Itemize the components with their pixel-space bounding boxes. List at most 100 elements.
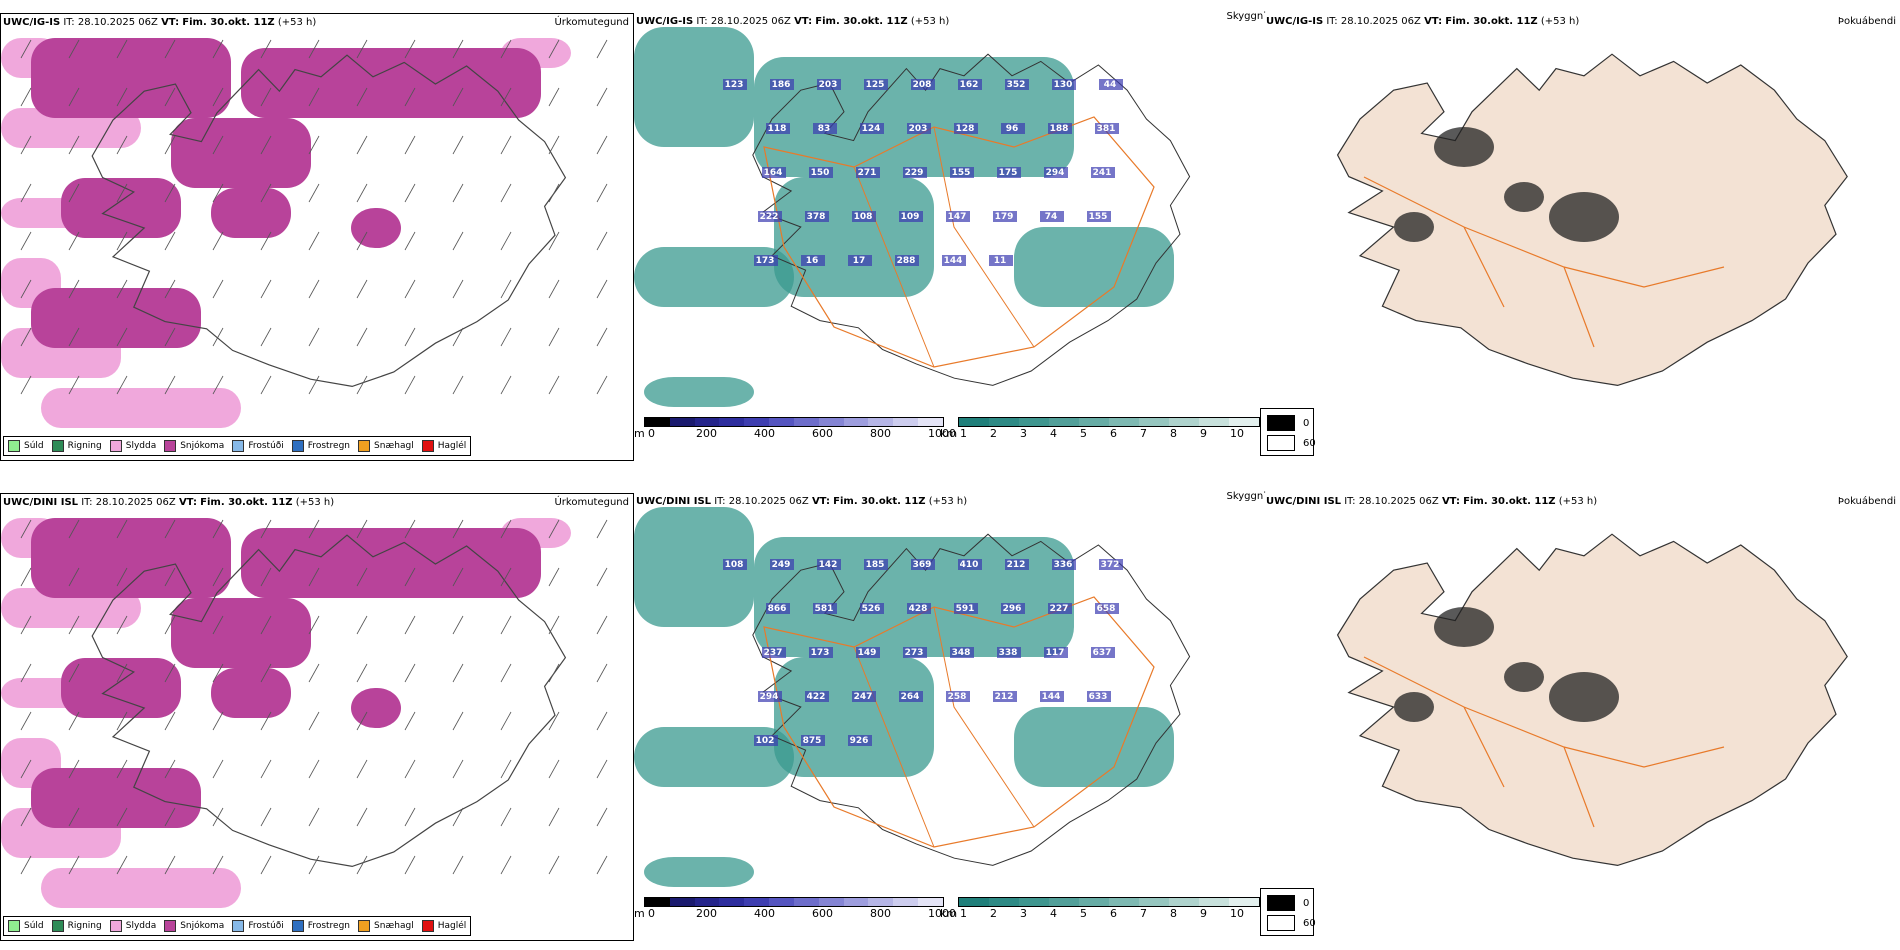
wind-barb: [356, 231, 368, 251]
header-offset: (+53 h): [277, 17, 317, 28]
wind-barb: [596, 87, 608, 107]
wind-barb: [260, 759, 272, 779]
legend-item: Súld: [8, 920, 44, 932]
cloud-base-label: 633: [1089, 692, 1108, 702]
wind-barb: [212, 279, 224, 299]
wind-barb: [116, 807, 128, 827]
fog-legend: 0 60: [1260, 408, 1316, 456]
legend-item: Slydda: [109, 440, 156, 452]
header-offset: (+53 h): [910, 16, 950, 27]
low-visibility-area: [634, 507, 754, 627]
wind-barb: [164, 567, 176, 587]
cloud-base-label: 128: [956, 124, 975, 134]
cloud-base-label: 118: [768, 124, 787, 134]
wind-barb: [20, 807, 32, 827]
fog-map: [1264, 507, 1900, 907]
header-model: UWC/DINI ISL: [1266, 496, 1342, 507]
wind-barb: [548, 663, 560, 683]
wind-barb: [356, 519, 368, 539]
colorbar-segment: [645, 418, 670, 426]
colorbar-tick: 1: [960, 427, 967, 440]
legend-item: Snæhagl: [358, 920, 414, 932]
colorbar-segment: [645, 898, 670, 906]
cloud-base-marker: [770, 559, 794, 570]
cloud-base-label: 212: [995, 692, 1014, 702]
snow-area: [61, 658, 181, 718]
colorbar-segment: [1109, 418, 1139, 426]
wind-barb: [500, 855, 512, 875]
colorbar-segment: [1139, 898, 1169, 906]
fog-value-0: 0: [1303, 897, 1310, 909]
cloud-base-marker: [946, 691, 970, 702]
cloud-base-marker: [1040, 211, 1064, 222]
header-it-value: 28.10.2025 06Z: [710, 16, 791, 27]
header-offset: (+53 h): [928, 496, 968, 507]
cloud-base-marker: [723, 79, 747, 90]
snow-area: [351, 208, 401, 248]
header-it-value: 28.10.2025 06Z: [1358, 496, 1439, 507]
cloud-base-marker: [1005, 559, 1029, 570]
wind-barb: [164, 759, 176, 779]
wind-barb: [596, 711, 608, 731]
wind-barb: [116, 855, 128, 875]
coastline: [752, 533, 1191, 866]
header-model: UWC/DINI ISL: [3, 497, 79, 508]
visibility-unit: km: [940, 427, 958, 440]
wind-barb: [356, 87, 368, 107]
colorbar-tick: 5: [1080, 427, 1087, 440]
header-vt-value: Fim. 30.okt. 11Z: [200, 497, 293, 508]
sleet-area: [41, 868, 241, 908]
colorbar-segment: [1079, 898, 1109, 906]
legend-item: Frostúði: [232, 920, 284, 932]
wind-barb: [356, 327, 368, 347]
colorbar-segment: [1019, 418, 1049, 426]
road-network: [853, 126, 1035, 368]
low-visibility-area: [1014, 227, 1174, 307]
legend-label: Snjókoma: [180, 441, 225, 451]
colorbar-segment: [1199, 898, 1229, 906]
wind-barb: [548, 615, 560, 635]
cloud-base-marker: [809, 647, 833, 658]
cloud-base-label: 926: [850, 736, 869, 746]
fog-area: [1434, 607, 1494, 647]
wind-barb: [548, 39, 560, 59]
legend-swatch: [421, 440, 434, 452]
snow-area: [211, 188, 291, 238]
fog-legend: 0 60: [1260, 888, 1316, 936]
cloud-base-marker: [911, 559, 935, 570]
cloud-base-marker: [864, 79, 888, 90]
wind-barb: [356, 279, 368, 299]
header-it-label: IT:: [714, 496, 726, 507]
cloud-base-marker: [758, 211, 782, 222]
wind-barb: [260, 711, 272, 731]
cloud-base-label: 658: [1097, 604, 1116, 614]
wind-barb: [452, 615, 464, 635]
colorbar-tick: 7: [1140, 427, 1147, 440]
wind-barb: [308, 615, 320, 635]
wind-barb: [212, 615, 224, 635]
visibility-colorbar: km 1 2 3 4 5 6 7 8 9 10: [940, 417, 1260, 443]
wind-barb: [164, 279, 176, 299]
coastline: [91, 534, 567, 868]
cloud-base-marker: [1044, 167, 1068, 178]
colorbar-segment: [959, 898, 989, 906]
cloud-base-label: 186: [772, 80, 791, 90]
cloud-base-marker: [958, 79, 982, 90]
panel-header: UWC/IG-IS IT: 28.10.2025 06Z VT: Fim. 30…: [1266, 16, 1579, 27]
cloud-base-marker: [895, 255, 919, 266]
cloud-base-label: 150: [811, 168, 830, 178]
cloud-base-marker: [907, 603, 931, 614]
fog-map: [1264, 27, 1900, 427]
legend-label: Haglél: [437, 441, 467, 451]
cloud-base-label: 147: [948, 212, 967, 222]
wind-barb: [308, 183, 320, 203]
colorbar-tick: 1000: [928, 427, 956, 440]
cloud-base-marker: [1048, 123, 1072, 134]
wind-barb: [68, 807, 80, 827]
legend-swatch: [8, 920, 20, 932]
cloud-base-label: 96: [1006, 124, 1019, 134]
wind-barb: [164, 231, 176, 251]
wind-barb: [164, 615, 176, 635]
wind-barb: [164, 183, 176, 203]
wind-barb: [596, 519, 608, 539]
